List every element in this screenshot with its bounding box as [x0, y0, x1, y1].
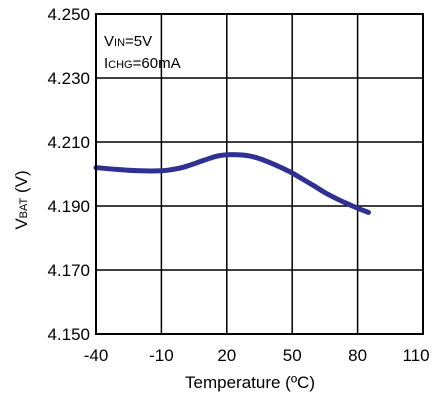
y-tick-label: 4.230	[47, 69, 90, 88]
y-tick-label: 4.170	[47, 261, 90, 280]
x-tick-label: 80	[348, 346, 367, 365]
y-tick-label: 4.250	[47, 5, 90, 24]
x-tick-label: 110	[402, 346, 429, 365]
x-tick-label: -40	[84, 346, 109, 365]
series-layer	[93, 152, 371, 215]
vin-annotation: VIN=5V	[104, 33, 152, 50]
x-tick-label: 50	[283, 346, 302, 365]
x-tick-label: -10	[149, 346, 174, 365]
y-tick-label: 4.190	[47, 197, 90, 216]
y-axis-title: VBAT (V)	[12, 170, 31, 229]
plot-frame	[95, 13, 424, 335]
x-axis-title: Temperature (ºC)	[185, 373, 315, 392]
y-tick-label: 4.150	[47, 325, 90, 344]
ichg-annotation: ICHG=60mA	[104, 55, 181, 72]
x-tick-labels: -40 -10 20 50 80 110	[84, 346, 430, 365]
x-tick-label: 20	[217, 346, 236, 365]
series-line	[93, 152, 371, 215]
condition-annotation: VIN=5V ICHG=60mA	[104, 33, 181, 72]
y-tick-labels: 4.150 4.170 4.190 4.210 4.230 4.250	[47, 5, 90, 344]
y-tick-label: 4.210	[47, 133, 90, 152]
